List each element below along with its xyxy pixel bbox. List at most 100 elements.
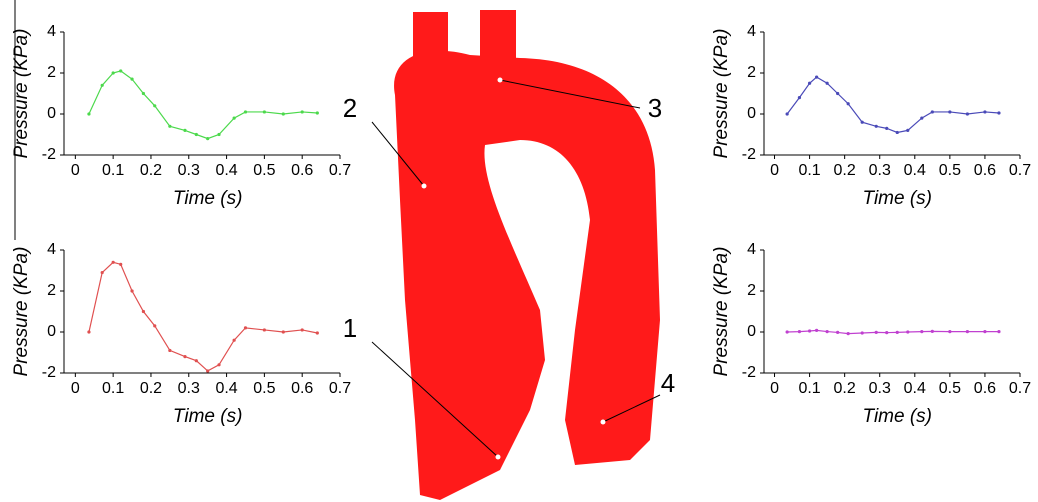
y-tick-label: -2 <box>742 364 756 381</box>
gap <box>527 363 563 472</box>
line <box>786 76 1000 134</box>
x-tick-label: 0.7 <box>329 162 351 179</box>
marker <box>262 110 266 114</box>
y-tick-label: 2 <box>747 282 756 299</box>
x-tick-label: 0.1 <box>798 380 820 397</box>
marker <box>895 130 899 135</box>
x-tick-label: 0.7 <box>1009 380 1031 397</box>
y-tick-label: 0 <box>747 323 756 340</box>
marker <box>807 81 812 85</box>
marker <box>111 71 115 75</box>
x-tick-label: 0.2 <box>834 380 856 397</box>
marker <box>885 331 889 335</box>
vessel <box>480 10 516 65</box>
x-tick-label: 0.5 <box>253 380 275 397</box>
point-label: 2 <box>343 93 357 123</box>
x-tick-label: 0.5 <box>939 162 961 179</box>
y-tick-label: 0 <box>747 105 756 122</box>
y-tick-label: -2 <box>42 146 56 163</box>
marker <box>997 111 1001 115</box>
x-tick-label: 0.4 <box>215 162 237 179</box>
marker <box>300 110 304 114</box>
marker <box>168 348 172 353</box>
marker <box>168 124 172 128</box>
marker <box>836 330 840 335</box>
marker <box>206 369 210 373</box>
marker <box>243 110 248 114</box>
marker <box>825 329 829 334</box>
marker <box>983 110 987 114</box>
marker <box>965 112 969 116</box>
x-tick-label: 0.1 <box>102 380 124 397</box>
x-tick-label: 0.5 <box>253 162 275 179</box>
y-tick-label: 2 <box>747 64 756 81</box>
x-tick-label: 0.4 <box>904 380 926 397</box>
marker <box>281 330 285 334</box>
marker <box>836 91 840 96</box>
point <box>600 419 606 425</box>
x-tick-label: 0 <box>770 380 779 397</box>
aorta <box>394 10 660 500</box>
marker <box>119 69 123 73</box>
point <box>495 454 501 460</box>
marker <box>930 329 934 333</box>
marker <box>815 328 819 332</box>
marker <box>997 329 1001 334</box>
marker <box>874 330 878 335</box>
x-axis-label: Time (s) <box>863 188 933 209</box>
marker <box>87 112 91 116</box>
point-label: 3 <box>648 93 662 123</box>
marker <box>965 329 969 334</box>
marker <box>885 126 889 130</box>
marker <box>860 120 864 124</box>
y-tick-label: 0 <box>47 323 56 340</box>
y-axis-label: Pressure (KPa) <box>711 247 732 377</box>
marker <box>194 359 198 363</box>
point-label: 1 <box>343 313 357 343</box>
y-axis-label: Pressure (KPa) <box>11 29 32 159</box>
marker <box>300 328 304 332</box>
marker <box>232 338 236 342</box>
y-tick-label: -2 <box>42 364 56 381</box>
marker <box>315 331 319 335</box>
marker <box>130 77 134 81</box>
y-axis-label: Pressure (KPa) <box>11 247 32 377</box>
line <box>88 261 318 372</box>
marker <box>183 128 187 132</box>
x-tick-label: 0.3 <box>178 162 200 179</box>
marker <box>111 260 115 264</box>
marker <box>807 329 812 333</box>
x-tick-label: 0.7 <box>329 380 351 397</box>
y-axis-label: Pressure (KPa) <box>711 29 732 159</box>
x-tick-label: 0.3 <box>869 380 891 397</box>
x-tick-label: 0.2 <box>834 162 856 179</box>
x-tick-label: 0.6 <box>974 162 996 179</box>
marker <box>183 355 187 359</box>
marker <box>846 102 850 106</box>
y-tick-label: 4 <box>47 241 56 258</box>
marker <box>825 81 829 85</box>
leaders <box>371 79 661 458</box>
marker <box>860 331 864 335</box>
y-tick-label: 2 <box>47 282 56 299</box>
marker <box>983 329 987 334</box>
marker <box>243 326 248 330</box>
marker <box>141 91 145 96</box>
x-tick-label: 0.3 <box>869 162 891 179</box>
x-tick-label: 0.1 <box>102 162 124 179</box>
marker <box>100 270 104 275</box>
marker <box>141 309 145 314</box>
y-tick-label: 0 <box>47 105 56 122</box>
point-label: 4 <box>661 368 675 398</box>
leader-line <box>499 79 641 109</box>
marker <box>217 363 221 367</box>
point <box>421 183 427 189</box>
x-tick-label: 0.6 <box>974 380 996 397</box>
marker <box>920 116 924 120</box>
marker <box>930 110 934 114</box>
x-tick-label: 0.1 <box>798 162 820 179</box>
x-tick-label: 0.5 <box>939 380 961 397</box>
x-tick-label: 0.6 <box>291 162 313 179</box>
marker <box>815 75 819 79</box>
